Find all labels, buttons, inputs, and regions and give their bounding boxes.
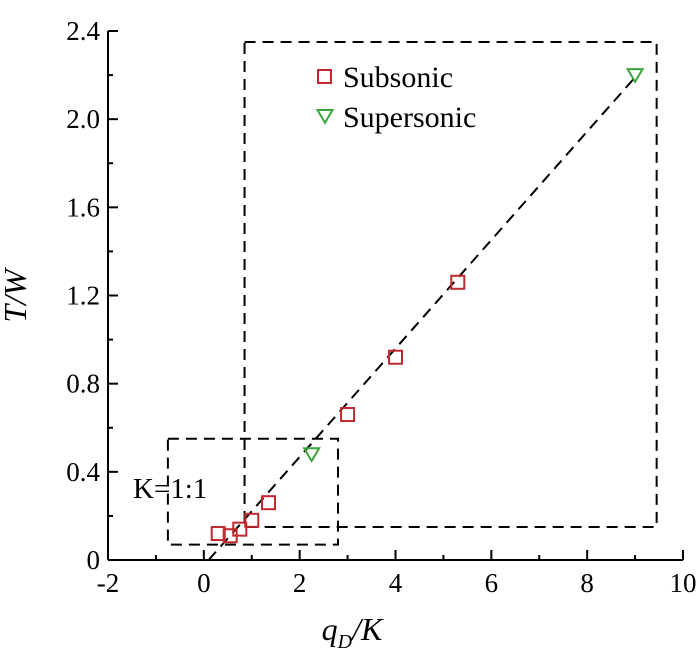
- zoom-box: [243, 41, 658, 528]
- legend-label-supersonic: Supersonic: [343, 101, 476, 134]
- legend-label-subsonic: Subsonic: [343, 61, 453, 94]
- x-tick-label: -2: [97, 568, 120, 598]
- y-tick-label: 0: [87, 545, 101, 575]
- x-tick-label: 6: [485, 568, 499, 598]
- subsonic-point: [388, 349, 403, 365]
- y-tick-label: 1.2: [66, 281, 100, 311]
- y-tick-label: 0.8: [66, 369, 100, 399]
- subsonic-point: [210, 526, 226, 542]
- subsonic-point: [244, 512, 260, 528]
- x-axis-title-subscript: D: [337, 631, 353, 653]
- x-tick-label: 2: [293, 568, 307, 598]
- legend-marker-subsonic: [317, 69, 332, 84]
- legend: Subsonic Supersonic: [315, 61, 476, 134]
- fit-line: [207, 76, 636, 561]
- subsonic-point: [340, 407, 356, 423]
- x-tick-label: 0: [197, 568, 211, 598]
- subsonic-point: [232, 521, 248, 537]
- x-axis-title-rest: /K: [350, 611, 384, 647]
- zoom-box: [166, 437, 339, 546]
- subsonic-point: [450, 274, 466, 290]
- supersonic-point: [302, 447, 321, 463]
- x-axis-title: qD/K: [322, 611, 384, 653]
- x-tick-label: 10: [670, 568, 697, 598]
- legend-marker-supersonic: [315, 109, 335, 125]
- y-tick-label: 0.4: [66, 457, 100, 487]
- subsonic-point: [261, 495, 277, 511]
- supersonic-point: [625, 68, 645, 84]
- tick-marks: [107, 30, 684, 561]
- y-tick-label: 1.6: [66, 192, 100, 222]
- x-axis-title-main: q: [322, 611, 338, 647]
- zoom-boxes: [166, 41, 658, 546]
- data-points: [210, 68, 645, 544]
- y-axis-title: T/W: [0, 266, 33, 323]
- x-tick-label: 8: [580, 568, 594, 598]
- y-tick-label: 2.4: [66, 16, 100, 46]
- y-tick-label: 2.0: [66, 104, 100, 134]
- x-tick-label: 4: [389, 568, 403, 598]
- ratio-annotation: K=1:1: [133, 473, 207, 505]
